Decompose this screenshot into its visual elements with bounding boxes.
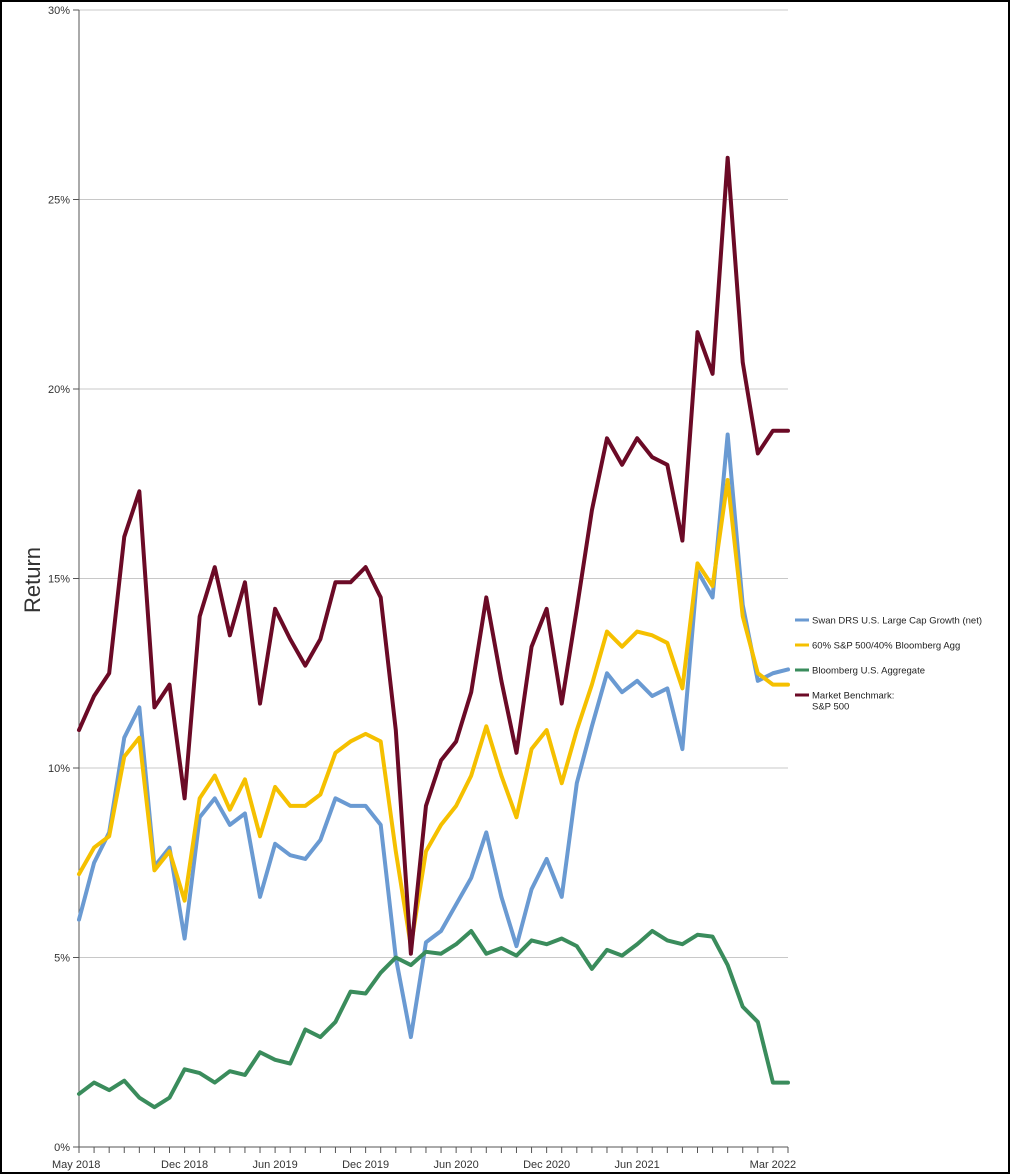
legend-entry: Swan DRS U.S. Large Cap Growth (net) bbox=[812, 616, 982, 627]
legend-entry: 60% S&P 500/40% Bloomberg Agg bbox=[812, 641, 960, 652]
gridlines bbox=[79, 9, 788, 1148]
x-tick-label: Jun 2019 bbox=[252, 1159, 297, 1171]
x-tick-label: Dec 2020 bbox=[523, 1159, 570, 1171]
series-line bbox=[77, 928, 790, 1110]
y-axis: 0% 5% 10% 15% 20% 25% 30% bbox=[48, 5, 80, 1154]
y-tick-label: 25% bbox=[48, 195, 70, 207]
y-tick-label: 20% bbox=[48, 384, 70, 396]
x-tick-label: Jun 2021 bbox=[615, 1159, 660, 1171]
legend-entry: S&P 500 bbox=[812, 702, 849, 713]
series-lines bbox=[77, 155, 790, 1110]
y-tick-label: 30% bbox=[48, 5, 70, 17]
y-tick-label: 10% bbox=[48, 763, 70, 775]
x-tick-label: May 2018 bbox=[52, 1159, 100, 1171]
series-line bbox=[77, 432, 790, 1040]
x-tick-label: Dec 2018 bbox=[161, 1159, 208, 1171]
legend-entry: Market Benchmark: bbox=[812, 691, 894, 702]
legend: Swan DRS U.S. Large Cap Growth (net) 60% … bbox=[795, 616, 982, 713]
x-tick-label: Dec 2019 bbox=[342, 1159, 389, 1171]
y-axis-label: Return bbox=[20, 547, 45, 613]
series-line bbox=[77, 155, 790, 956]
y-tick-label: 5% bbox=[54, 953, 70, 965]
y-tick-label: 0% bbox=[54, 1142, 70, 1154]
x-axis: May 2018 Dec 2018 Jun 2019 Dec 2019 Jun 2020… bbox=[52, 1146, 796, 1171]
y-tick-label: 15% bbox=[48, 574, 70, 586]
legend-entry: Bloomberg U.S. Aggregate bbox=[812, 666, 925, 677]
x-tick-label: Jun 2020 bbox=[433, 1159, 478, 1171]
x-tick-label: Mar 2022 bbox=[750, 1159, 796, 1171]
series-line bbox=[77, 477, 790, 949]
